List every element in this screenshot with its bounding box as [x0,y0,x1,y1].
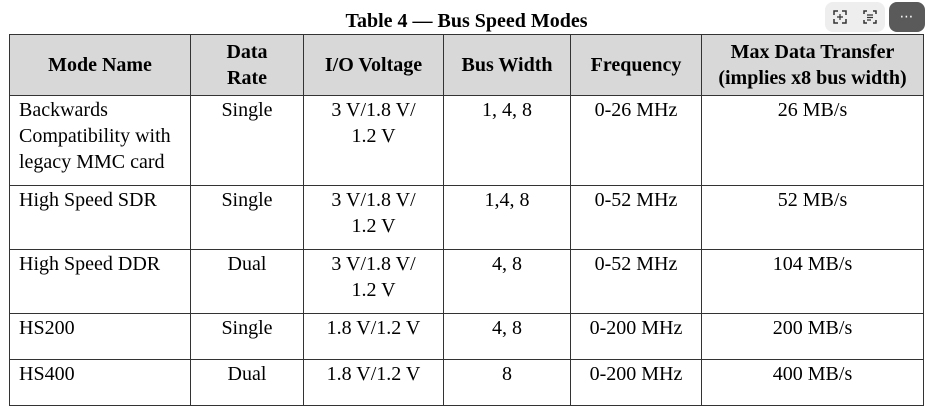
table-row: High Speed DDR Dual 3 V/1.8 V/1.2 V 4, 8 0-5… [9,249,924,314]
cell-text: 26 MB/s [777,99,848,121]
cell-text: 0-52 MHz [594,189,678,211]
cell-frequency: 0-52 MHz [570,249,702,314]
cell-frequency: 0-200 MHz [570,359,702,406]
more-icon: ⋯ [899,9,915,25]
cell-max-data-transfer: 26 MB/s [701,95,924,186]
cell-text: Dual [227,363,267,385]
header-text: (implies x8 bus width) [718,67,907,89]
cell-text: 200 MB/s [772,317,853,339]
cell-max-data-transfer: 400 MB/s [701,359,924,406]
table-row: Backwards Compatibility with legacy MMC ca… [9,95,924,186]
col-header-mode-name: Mode Name [9,34,191,96]
header-text: I/O Voltage [324,54,423,76]
cell-data-rate: Dual [190,249,304,314]
cell-text: Dual [227,253,267,275]
header-text: Data [226,41,268,63]
header-row: Mode Name Data Rate I/O Voltage Bus Width Fre… [9,34,924,96]
cell-mode-name: High Speed SDR [9,185,191,250]
cell-text: 104 MB/s [772,253,853,275]
cell-frequency: 0-200 MHz [570,313,702,360]
cell-text: legacy MMC card [19,151,165,173]
cell-text: 1.2 V [351,125,396,147]
cell-io-voltage: 1.8 V/1.2 V [303,313,444,360]
cell-frequency: 0-52 MHz [570,185,702,250]
cell-data-rate: Single [190,185,304,250]
col-header-io-voltage: I/O Voltage [303,34,444,96]
cell-max-data-transfer: 104 MB/s [701,249,924,314]
table-extract-icon [863,10,877,24]
cell-data-rate: Dual [190,359,304,406]
cell-text: High Speed DDR [19,253,161,275]
cell-text: High Speed SDR [19,189,157,211]
cell-text: 3 V/1.8 V/ [331,99,416,121]
cell-text: 8 [502,363,512,385]
table-title: Table 4 — Bus Speed Modes [345,10,588,32]
cell-text: 0-26 MHz [594,99,678,121]
cell-text: Single [221,317,273,339]
cell-bus-width: 8 [443,359,571,406]
header-text: Bus Width [461,54,553,76]
cell-io-voltage: 3 V/1.8 V/1.2 V [303,95,444,186]
cell-bus-width: 4, 8 [443,313,571,360]
header-text: Max Data Transfer [730,41,895,63]
cell-text: 400 MB/s [772,363,853,385]
cell-data-rate: Single [190,95,304,186]
extract-table-button[interactable] [855,2,885,32]
cell-text: 3 V/1.8 V/ [331,253,416,275]
expand-button[interactable] [825,2,855,32]
col-header-frequency: Frequency [570,34,702,96]
header-text: Mode Name [48,54,152,76]
toolbar-group [825,2,885,32]
cell-text: 0-200 MHz [589,363,683,385]
cell-text: 4, 8 [492,253,522,275]
table-body: Backwards Compatibility with legacy MMC ca… [9,95,924,406]
table-row: High Speed SDR Single 3 V/1.8 V/1.2 V 1,4, … [9,185,924,250]
expand-icon [833,10,847,24]
cell-text: 1.8 V/1.2 V [326,317,421,339]
cell-text: 52 MB/s [777,189,848,211]
cell-bus-width: 4, 8 [443,249,571,314]
col-header-bus-width: Bus Width [443,34,571,96]
cell-text: HS400 [19,363,75,385]
cell-max-data-transfer: 52 MB/s [701,185,924,250]
cell-text: 4, 8 [492,317,522,339]
more-button[interactable]: ⋯ [889,2,925,32]
cell-data-rate: Single [190,313,304,360]
cell-text: 1,4, 8 [484,189,530,211]
cell-text: 1.2 V [351,215,396,237]
cell-text: 1, 4, 8 [482,99,532,121]
cell-text: 1.8 V/1.2 V [326,363,421,385]
table-row: HS400 Dual 1.8 V/1.2 V 8 0-200 MHz 400 MB/s [9,359,924,406]
cell-io-voltage: 1.8 V/1.2 V [303,359,444,406]
cell-text: 1.2 V [351,279,396,301]
bus-speed-table: Mode Name Data Rate I/O Voltage Bus Width Fre… [9,34,924,406]
table-row: HS200 Single 1.8 V/1.2 V 4, 8 0-200 MHz 200 M… [9,313,924,360]
cell-bus-width: 1,4, 8 [443,185,571,250]
cell-text: 0-200 MHz [589,317,683,339]
cell-text: Single [221,189,273,211]
cell-text: 0-52 MHz [594,253,678,275]
cell-text: Compatibility with [19,125,171,147]
cell-io-voltage: 3 V/1.8 V/1.2 V [303,185,444,250]
cell-text: 3 V/1.8 V/ [331,189,416,211]
cell-mode-name: Backwards Compatibility with legacy MMC ca… [9,95,191,186]
cell-mode-name: High Speed DDR [9,249,191,314]
cell-text: HS200 [19,317,75,339]
cell-text: Single [221,99,273,121]
header-text: Rate [227,67,267,89]
cell-bus-width: 1, 4, 8 [443,95,571,186]
cell-text: Backwards [19,99,108,121]
col-header-data-rate: Data Rate [190,34,304,96]
cell-mode-name: HS200 [9,313,191,360]
col-header-max-data-transfer: Max Data Transfer (implies x8 bus width) [701,34,924,96]
cell-mode-name: HS400 [9,359,191,406]
cell-io-voltage: 3 V/1.8 V/1.2 V [303,249,444,314]
image-toolbar: ⋯ [825,2,925,32]
cell-max-data-transfer: 200 MB/s [701,313,924,360]
header-text: Frequency [590,54,682,76]
cell-frequency: 0-26 MHz [570,95,702,186]
